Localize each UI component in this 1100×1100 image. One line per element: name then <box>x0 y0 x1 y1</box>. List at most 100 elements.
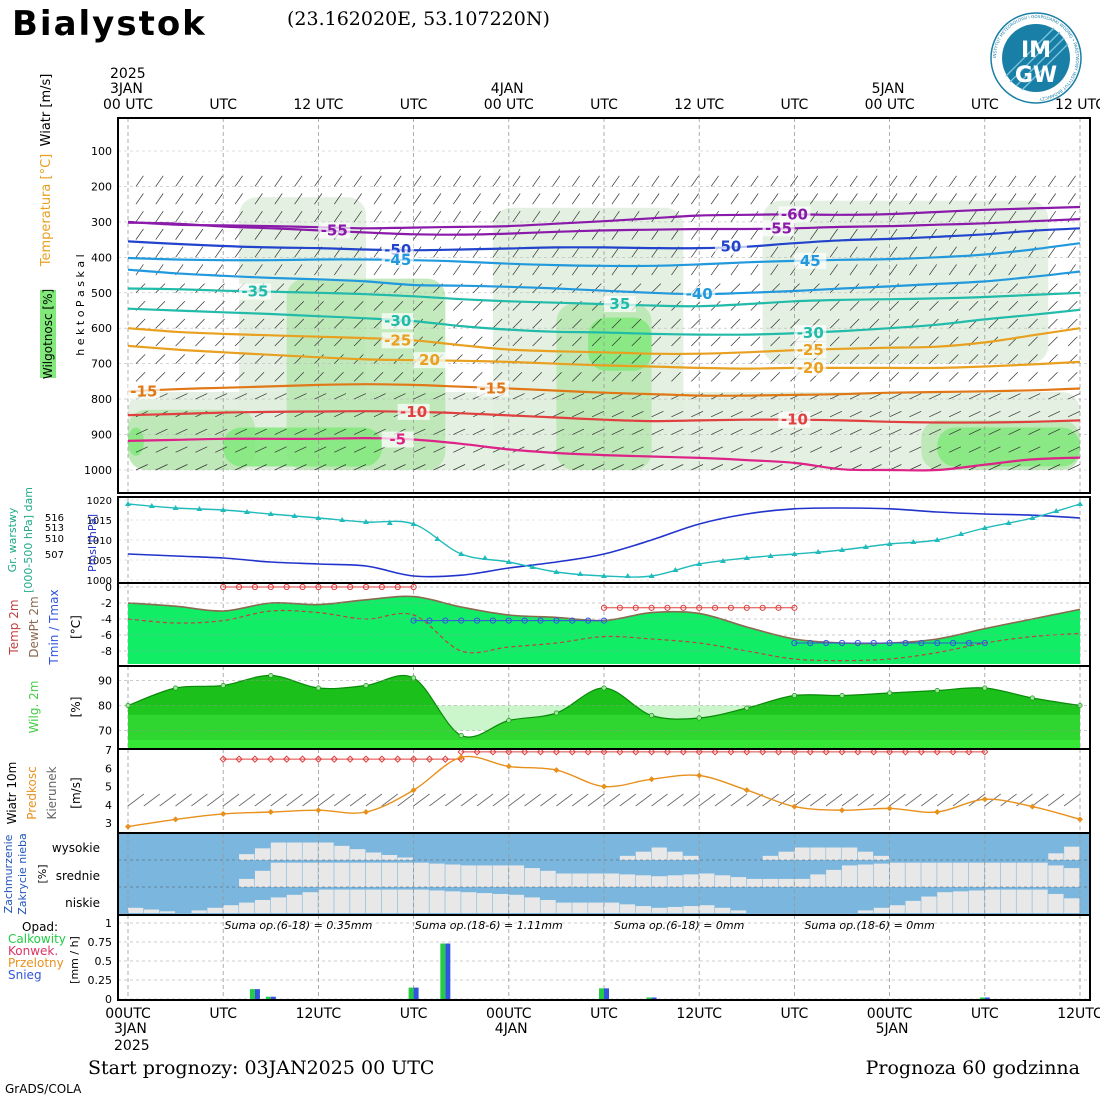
wind-barb <box>1048 428 1061 435</box>
wind-barb <box>571 246 580 258</box>
wind-barb <box>492 318 503 329</box>
precip-unit: [mm / h] <box>68 936 81 984</box>
gust-marker <box>584 748 592 756</box>
wind-barb <box>314 428 327 435</box>
humidity-marker <box>982 685 988 691</box>
tmax-marker <box>600 604 608 611</box>
wind-barb <box>849 210 858 223</box>
isotherm-label: -40 <box>686 285 713 303</box>
wind-barb <box>571 193 580 205</box>
wind-speed-label: Predkosc <box>25 766 39 819</box>
wind-barb <box>611 175 620 187</box>
city-name: Bialystok <box>12 4 207 44</box>
wind-barb <box>532 210 541 223</box>
wind-direction-barb <box>603 793 621 807</box>
wind-barb <box>1008 428 1021 435</box>
wind-barb <box>453 393 466 400</box>
wind-barb <box>294 428 307 435</box>
wind-barb <box>929 428 942 435</box>
tmin-marker <box>918 639 925 647</box>
isotherm-label-bg <box>603 296 636 313</box>
wind-barb <box>452 264 461 276</box>
wind-barb <box>988 446 1001 453</box>
cloud-bar <box>699 873 715 887</box>
wind-tick-label: 4 <box>105 799 112 812</box>
wind-barb <box>968 371 979 382</box>
wind-barb <box>413 464 426 471</box>
time-label-bottom: 3JAN <box>114 1021 147 1037</box>
wind-barb <box>413 446 426 453</box>
cloud-bar <box>651 847 667 860</box>
wind-barb <box>909 354 919 364</box>
wind-barb <box>135 210 144 223</box>
gp-marker <box>934 537 941 542</box>
wind-barb <box>215 428 228 435</box>
wind-barb <box>929 393 942 400</box>
isotherm-line <box>127 242 1081 268</box>
wind-barb <box>254 246 263 258</box>
wind-direction-barb <box>619 793 637 807</box>
wind-direction-barb <box>302 793 319 807</box>
wind-barb <box>611 428 624 435</box>
tmax-marker <box>267 583 274 591</box>
gp-marker <box>315 515 322 520</box>
cloud-bar <box>302 892 318 913</box>
wind-barb <box>234 264 243 276</box>
tmin-marker <box>410 617 417 624</box>
time-label-top: 5JAN <box>872 81 905 97</box>
wind-barb <box>988 175 997 187</box>
wind-barb <box>512 393 525 400</box>
tmax-marker <box>235 583 243 591</box>
gp-marker <box>791 551 798 556</box>
wind-barb <box>234 210 243 223</box>
wind-barb <box>492 264 501 276</box>
wind-barb <box>512 264 521 276</box>
cloud-bar <box>207 907 223 913</box>
wind-barb <box>274 336 285 347</box>
wind-barb <box>829 264 838 276</box>
wind-barb <box>750 371 761 382</box>
cloud-bar <box>715 907 731 913</box>
tmin-marker <box>886 639 893 647</box>
cloud-bar <box>239 878 255 887</box>
gust-marker <box>251 755 259 763</box>
wind-direction-barb <box>730 793 748 807</box>
wind-barb <box>294 301 305 311</box>
temperature-label: Temperatura [°C] <box>39 154 54 267</box>
wind-barb <box>948 228 957 240</box>
wind-barb <box>869 393 882 400</box>
wind-barb <box>195 301 205 311</box>
wind-barb <box>809 228 818 240</box>
wind-barb <box>452 246 461 258</box>
wind-barb <box>433 464 446 471</box>
time-label-top: UTC <box>781 97 809 113</box>
wind-barb <box>790 175 799 187</box>
wind-direction-barb <box>159 793 176 807</box>
cloud-bar <box>968 890 985 913</box>
wind-barb <box>651 336 662 347</box>
wind-direction-barb <box>873 793 890 807</box>
wind-barb <box>195 175 204 187</box>
humidity-marker <box>791 692 797 698</box>
wind-barb <box>988 410 1001 418</box>
wind-barb <box>849 264 858 276</box>
gp-marker <box>815 549 822 554</box>
cloud-bar <box>350 849 366 860</box>
wind-unit: [m/s] <box>69 777 83 808</box>
gp-marker <box>886 541 893 546</box>
wind-barb <box>710 175 719 187</box>
wind-barb <box>433 246 442 258</box>
wind-barb <box>631 464 644 471</box>
time-label-top: 00 UTC <box>103 97 153 113</box>
gp-marker <box>172 505 179 510</box>
wind-barb <box>472 175 481 187</box>
wind-barb <box>214 193 223 205</box>
gust-marker <box>378 755 386 763</box>
wind-barb <box>691 371 701 382</box>
cloud-bar <box>635 906 651 913</box>
cloud-bar <box>556 873 572 887</box>
cloud-bar <box>318 862 334 887</box>
wind-barb <box>453 371 463 382</box>
wind-direction-barb <box>381 793 399 807</box>
wind-barb <box>254 354 265 364</box>
